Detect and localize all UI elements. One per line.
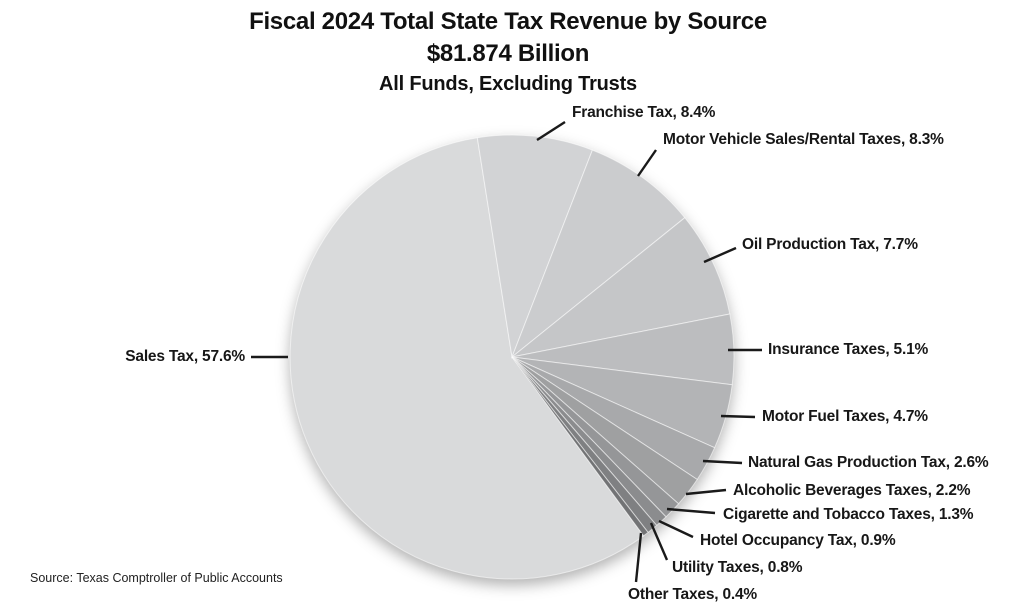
chart-subtitle-total: $81.874 Billion (426, 40, 590, 68)
slice-label-motor-fuel-taxes: Motor Fuel Taxes, 4.7% (762, 408, 928, 425)
slice-label-insurance-taxes: Insurance Taxes, 5.1% (768, 341, 929, 358)
leader-line-natural-gas-production-tax (702, 459, 743, 465)
slice-label-other-taxes: Other Taxes, 0.4% (628, 586, 757, 603)
slice-label-franchise-tax: Franchise Tax, 8.4% (572, 104, 716, 121)
pie-slice-franchise-tax (476, 134, 594, 359)
chart-title: Fiscal 2024 Total State Tax Revenue by S… (249, 8, 767, 35)
slice-label-sales-tax: Sales Tax, 57.6% (125, 348, 245, 365)
leader-line-franchise-tax (536, 120, 566, 142)
pie-slice-oil-production-tax (511, 216, 731, 358)
pie-slice-other-taxes (511, 356, 649, 537)
leader-line-motor-vehicle-sales-rental-taxes (637, 149, 657, 177)
slice-label-alcoholic-beverages-taxes: Alcoholic Beverages Taxes, 2.2% (733, 482, 971, 499)
slice-label-motor-vehicle-sales-rental-taxes: Motor Vehicle Sales/Rental Taxes, 8.3% (663, 131, 944, 148)
slice-label-cigarette-and-tobacco-taxes: Cigarette and Tobacco Taxes, 1.3% (723, 506, 974, 523)
leader-line-alcoholic-beverages-taxes (685, 488, 727, 496)
leader-line-utility-taxes (649, 522, 669, 561)
slice-label-hotel-occupancy-tax: Hotel Occupancy Tax, 0.9% (700, 532, 896, 549)
leader-line-motor-fuel-taxes (720, 414, 756, 419)
leader-line-hotel-occupancy-tax (658, 519, 694, 539)
slice-label-utility-taxes: Utility Taxes, 0.8% (672, 559, 803, 576)
source-credit: Source: Texas Comptroller of Public Acco… (30, 571, 283, 585)
leader-line-cigarette-and-tobacco-taxes (666, 507, 716, 515)
leader-line-oil-production-tax (703, 246, 737, 264)
pie-slice-motor-vehicle-sales-rental-taxes (510, 149, 686, 359)
slice-label-natural-gas-production-tax: Natural Gas Production Tax, 2.6% (748, 454, 989, 471)
chart-subtitle-note: All Funds, Excluding Trusts (379, 72, 637, 95)
leader-line-other-taxes (634, 532, 643, 583)
pie-slice-sales-tax (289, 137, 645, 580)
chart-title-block: Fiscal 2024 Total State Tax Revenue by S… (0, 6, 1016, 97)
slice-label-oil-production-tax: Oil Production Tax, 7.7% (742, 236, 918, 253)
